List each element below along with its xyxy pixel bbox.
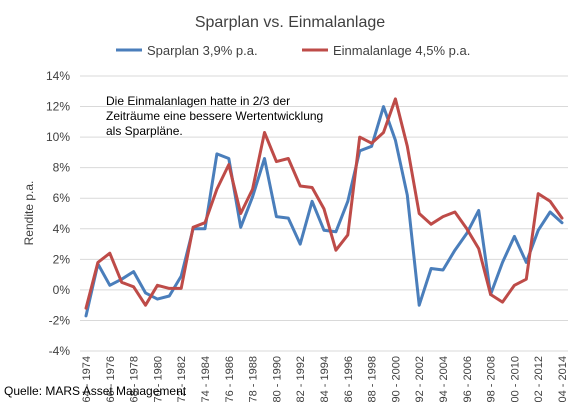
- x-tick-label: 1964 - 1974: [81, 356, 93, 402]
- x-tick-label: 1994 - 2004: [438, 356, 450, 402]
- annotation: Die Einmalanlagen hatte in 2/3 derZeiträ…: [106, 94, 323, 138]
- x-tick-label: 1968 - 1978: [129, 356, 141, 402]
- x-tick-label: 1990 - 2000: [390, 356, 402, 402]
- x-tick-label: 1992 - 2002: [414, 356, 426, 402]
- legend: Sparplan 3,9% p.a. Einmalanlage 4,5% p.a.: [116, 43, 470, 58]
- series-lines: [84, 97, 564, 318]
- x-tick-label: 1996 - 2006: [462, 356, 474, 402]
- x-tick-label: 1998 - 2008: [486, 356, 498, 402]
- source-note: Quelle: MARS Asset Management: [4, 384, 187, 398]
- y-tick-label: -4%: [49, 344, 71, 358]
- x-tick-label: 1982 - 1992: [295, 356, 307, 402]
- y-axis-ticks: -4% -2% 0% 2% 4% 6% 8% 10% 12% 14%: [46, 69, 70, 358]
- x-tick-label: 1972 - 1982: [176, 356, 188, 402]
- gridlines: [80, 75, 568, 352]
- y-axis-label: Rendite p.a.: [22, 181, 36, 246]
- series-line-sparplan: [84, 105, 564, 318]
- y-tick-label: 4%: [53, 222, 71, 236]
- y-tick-label: 14%: [46, 69, 70, 83]
- legend-label: Einmalanlage 4,5% p.a.: [333, 43, 470, 58]
- y-tick-label: 12%: [46, 100, 70, 114]
- x-tick-label: 1974 - 1984: [200, 356, 212, 402]
- x-tick-label: 1970 - 1980: [152, 356, 164, 402]
- y-tick-label: 2%: [53, 252, 71, 266]
- x-tick-label: 1966 - 1976: [105, 356, 117, 402]
- y-tick-label: -2%: [49, 313, 71, 327]
- x-tick-label: 1980 - 1990: [271, 356, 283, 402]
- annotation-line: Zeiträume eine bessere Wertentwicklung: [106, 109, 323, 123]
- y-tick-label: 6%: [53, 191, 71, 205]
- x-tick-label: 1984 - 1994: [319, 356, 331, 402]
- y-tick-label: 0%: [53, 283, 71, 297]
- x-tick-label: 2002 - 2012: [533, 356, 545, 402]
- x-tick-label: 1976 - 1986: [224, 356, 236, 402]
- x-tick-label: 1986 - 1996: [343, 356, 355, 402]
- chart-title: Sparplan vs. Einmalanlage: [195, 14, 385, 31]
- x-tick-label: 2004 - 2014: [557, 356, 569, 402]
- x-axis-ticks: 1964 - 1974 1966 - 1976 1968 - 1978 1970 - …: [81, 356, 569, 402]
- x-tick-label: 1978 - 1988: [248, 356, 260, 402]
- annotation-line: als Sparpläne.: [106, 124, 183, 138]
- annotation-line: Die Einmalanlagen hatte in 2/3 der: [106, 94, 290, 108]
- y-tick-label: 10%: [46, 130, 70, 144]
- x-tick-label: 1988 - 1998: [367, 356, 379, 402]
- y-tick-label: 8%: [53, 161, 71, 175]
- legend-label: Sparplan 3,9% p.a.: [147, 43, 258, 58]
- series-line-einmalanlage: [84, 97, 564, 310]
- x-tick-label: 2000 - 2010: [509, 356, 521, 402]
